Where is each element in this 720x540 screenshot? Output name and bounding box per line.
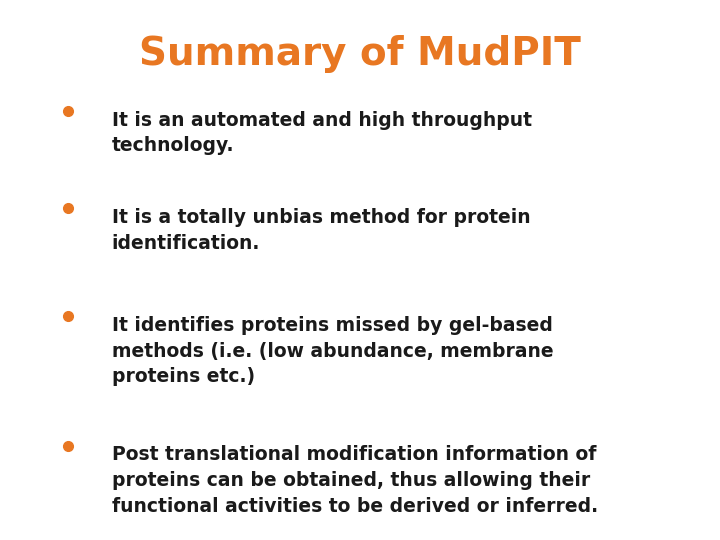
Text: It identifies proteins missed by gel-based
methods (i.e. (low abundance, membran: It identifies proteins missed by gel-bas…: [112, 316, 553, 387]
Text: Post translational modification information of
proteins can be obtained, thus al: Post translational modification informat…: [112, 446, 598, 516]
Text: Summary of MudPIT: Summary of MudPIT: [139, 35, 581, 73]
Text: It is a totally unbias method for protein
identification.: It is a totally unbias method for protei…: [112, 208, 530, 253]
Text: It is an automated and high throughput
technology.: It is an automated and high throughput t…: [112, 111, 531, 156]
